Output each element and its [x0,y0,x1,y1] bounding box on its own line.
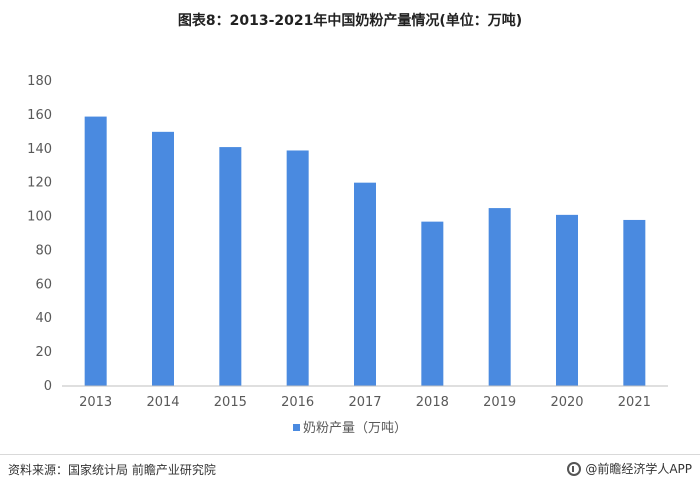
y-tick-label: 160 [27,108,52,123]
brand-logo-icon [567,461,582,476]
source-note: 资料来源：国家统计局 前瞻产业研究院 [8,463,216,477]
x-axis-ticks: 2013 2014 2015 2016 2017 2018 2019 2020 2021 [79,395,651,410]
legend-swatch [293,424,300,431]
y-tick-label: 100 [27,210,52,225]
bar-2018 [421,221,444,386]
bars [84,116,646,386]
bar-2020 [556,214,578,386]
bar-2021 [623,219,646,386]
y-tick-label: 120 [27,176,52,191]
y-tick-label: 180 [27,74,52,89]
chart-title: 图表8：2013-2021年中国奶粉产量情况(单位：万吨) [177,13,523,29]
bar-2014 [152,131,174,386]
bar-2013 [84,116,107,386]
x-tick-label: 2018 [416,395,449,410]
legend: 奶粉产量（万吨） [293,421,407,436]
x-tick-label: 2016 [281,395,314,410]
x-tick-label: 2015 [214,395,247,410]
brand-label: @前瞻经济学人APP [585,462,692,476]
y-tick-label: 0 [44,379,52,394]
y-tick-label: 60 [35,277,52,292]
x-tick-label: 2021 [618,395,651,410]
y-axis-ticks: 0 20 40 60 80 100 120 140 160 180 [27,74,52,394]
legend-label: 奶粉产量（万吨） [303,421,407,436]
footer-divider [0,454,700,455]
bar-2017 [354,182,376,386]
x-tick-label: 2020 [550,395,583,410]
y-tick-label: 80 [35,243,52,258]
bar-2016 [286,150,309,386]
x-tick-label: 2014 [146,395,179,410]
x-tick-label: 2019 [483,395,516,410]
x-tick-label: 2013 [79,395,112,410]
y-tick-label: 20 [35,345,52,360]
y-tick-label: 140 [27,142,52,157]
bar-2015 [219,147,242,386]
y-tick-label: 40 [35,311,52,326]
x-tick-label: 2017 [348,395,381,410]
bar-2019 [488,208,511,386]
brand-credit: @前瞻经济学人APP [567,460,692,477]
